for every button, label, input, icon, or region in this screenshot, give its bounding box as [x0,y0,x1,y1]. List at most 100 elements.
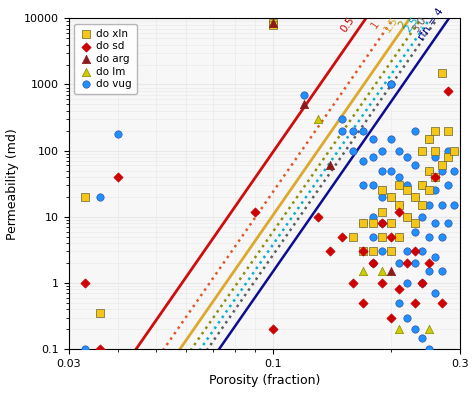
do vug [338,128,346,134]
do sd [395,286,403,292]
do vug [425,233,432,240]
do vug [395,300,403,306]
do vug [438,268,446,274]
do vug [387,220,395,226]
do vug [349,128,357,134]
do vug [425,268,432,274]
do xln [378,187,386,194]
do xln [269,20,277,26]
do vug [411,194,419,200]
do vug [387,248,395,255]
do lm [425,326,432,332]
do vug [387,81,395,88]
do sd [387,233,395,240]
do vug [425,136,432,142]
do vug [431,187,439,194]
do arg [269,20,277,26]
do vug [403,154,411,160]
do xln [444,128,452,134]
do xln [395,233,403,240]
do vug [81,346,89,352]
do vug [378,147,386,154]
do vug [387,136,395,142]
do vug [378,167,386,174]
do vug [418,147,426,154]
do xln [359,220,367,226]
do xln [418,202,426,208]
do sd [411,248,419,255]
do sd [438,300,446,306]
do vug [395,174,403,180]
do vug [418,248,426,255]
do vug [369,260,377,266]
do vug [431,253,439,260]
do sd [387,314,395,321]
do vug [425,202,432,208]
do vug [387,81,395,88]
do vug [403,214,411,220]
do sd [81,280,89,286]
do sd [359,248,367,255]
do vug [395,202,403,208]
do xln [378,233,386,240]
do vug [411,260,419,266]
do vug [438,233,446,240]
do vug [418,334,426,341]
do sd [403,260,411,266]
do xln [96,310,104,316]
do vug [369,182,377,188]
do vug [359,182,367,188]
do vug [96,194,104,200]
do xln [431,174,439,180]
do sd [418,280,426,286]
do vug [403,182,411,188]
do xln [349,233,357,240]
do sd [327,248,334,255]
do vug [403,280,411,286]
do sd [425,260,432,266]
do sd [359,300,367,306]
do vug [369,154,377,160]
do sd [431,174,439,180]
do sd [349,280,357,286]
Text: 1.5: 1.5 [383,15,401,34]
Legend: do xln, do sd, do arg, do lm, do vug: do xln, do sd, do arg, do lm, do vug [74,24,137,94]
do xln [378,208,386,215]
do xln [418,147,426,154]
do xln [395,182,403,188]
do xln [387,248,395,255]
do vug [425,167,432,174]
do sd [338,233,346,240]
do vug [403,248,411,255]
do vug [301,92,308,98]
do xln [418,182,426,188]
do sd [378,280,386,286]
do sd [395,208,403,215]
do sd [314,214,321,220]
do xln [359,248,367,255]
Text: rfn = 4: rfn = 4 [416,6,445,42]
do vug [338,116,346,122]
do vug [387,194,395,200]
do vug [411,228,419,235]
do vug [387,167,395,174]
do sd [114,174,121,180]
do xln [425,187,432,194]
do sd [411,300,419,306]
do sd [369,260,377,266]
do sd [252,208,259,215]
do vug [369,214,377,220]
Text: 0.5: 0.5 [339,15,356,34]
do lm [359,268,367,274]
do xln [269,22,277,28]
do xln [403,214,411,220]
do lm [314,116,321,122]
do xln [387,194,395,200]
do vug [444,182,452,188]
do xln [403,187,411,194]
X-axis label: Porosity (fraction): Porosity (fraction) [209,375,320,387]
do xln [369,220,377,226]
do vug [403,314,411,321]
do xln [425,167,432,174]
Text: 2: 2 [397,18,409,30]
